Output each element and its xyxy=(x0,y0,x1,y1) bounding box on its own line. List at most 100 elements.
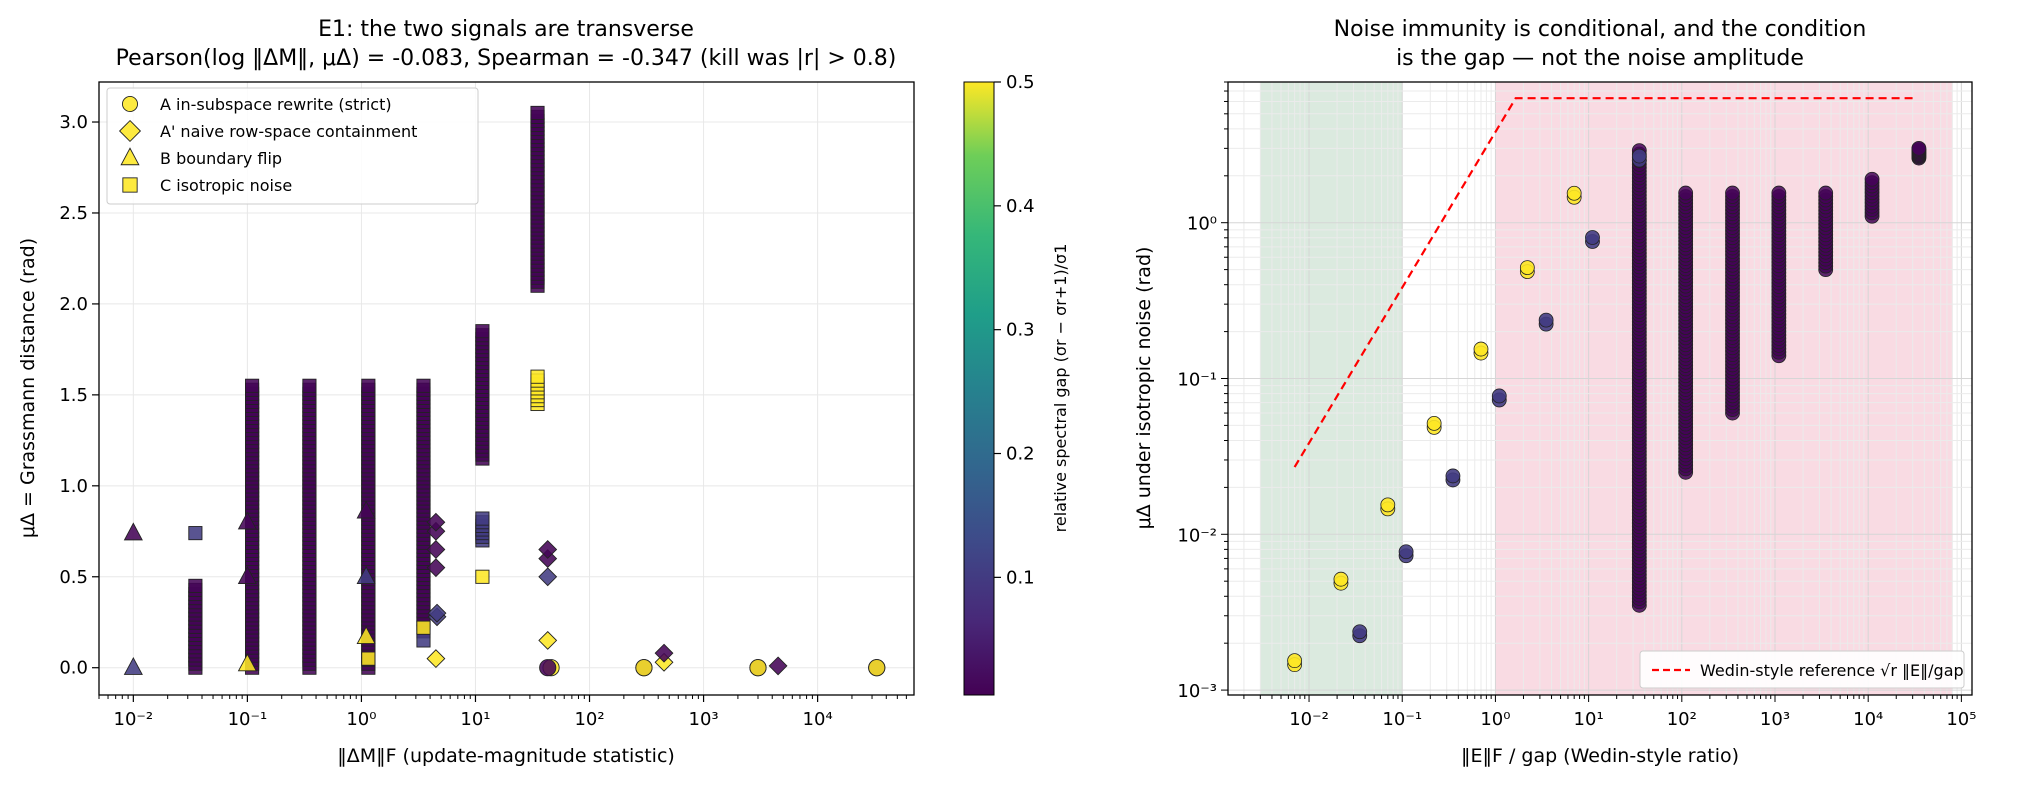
triangle-point xyxy=(123,657,143,675)
right-xtick-label: 10¹ xyxy=(1574,709,1604,730)
noise-point xyxy=(1864,171,1880,187)
noise-point xyxy=(1538,312,1554,328)
left-ytick-label: 2.0 xyxy=(59,294,88,315)
right-shaded-bands xyxy=(1260,82,1953,695)
right-chart: Noise immunity is conditional, and the c… xyxy=(1133,17,1976,767)
colorbar-gradient xyxy=(963,81,995,696)
square-point xyxy=(416,620,431,635)
right-xtick-label: 10⁻² xyxy=(1289,709,1329,730)
colorbar: 0.1 0.2 0.3 0.4 0.5 relative spectral gap (σ… xyxy=(963,72,1070,696)
triangle-point xyxy=(356,500,376,519)
circle-point xyxy=(749,659,767,677)
legend-marker-square xyxy=(122,177,138,193)
left-chart: E1: the two signals are transverse Pears… xyxy=(17,17,915,767)
right-xtick-label: 10⁵ xyxy=(1946,709,1976,730)
noise-point xyxy=(1911,140,1927,156)
colorbar-tick-label: 0.3 xyxy=(1006,320,1035,341)
diamond-point xyxy=(654,643,674,663)
triangle-point xyxy=(123,522,143,541)
left-ytick-label: 1.0 xyxy=(59,476,88,497)
right-plot-frame xyxy=(1227,81,1973,696)
colorbar-tick-label: 0.2 xyxy=(1006,444,1035,465)
legend-marker-triangle xyxy=(120,147,140,166)
left-ytick-label: 0.0 xyxy=(59,658,88,679)
legend-label: A' naive row-space containment xyxy=(160,122,417,141)
right-title-line1: Noise immunity is conditional, and the c… xyxy=(1334,17,1867,42)
triangle-point xyxy=(237,566,257,584)
right-ytick-label: 10⁻¹ xyxy=(1177,369,1217,390)
left-xtick-label: 10⁻² xyxy=(114,709,154,730)
left-xtick-label: 10⁰ xyxy=(346,709,376,730)
right-title-line2: is the gap — not the noise amplitude xyxy=(1396,46,1804,71)
noise-point xyxy=(1398,544,1414,560)
diamond-point xyxy=(538,567,558,587)
diamond-point xyxy=(768,656,788,676)
left-title-line2: Pearson(log ‖ΔM‖, μΔ) = -0.083, Spearman… xyxy=(116,46,897,71)
square-point xyxy=(475,511,490,526)
legend-marker-circle xyxy=(122,96,138,112)
left-xtick-label: 10⁴ xyxy=(803,709,833,730)
legend-box xyxy=(106,87,479,205)
diamond-point xyxy=(426,649,446,669)
triangle-point xyxy=(356,566,376,584)
diamond-point xyxy=(426,558,446,578)
square-point xyxy=(416,633,431,648)
square-point xyxy=(302,378,317,393)
diamond-point xyxy=(426,512,446,532)
circle-point xyxy=(635,659,653,677)
right-xtick-label: 10⁴ xyxy=(1853,709,1883,730)
legend-label: B boundary flip xyxy=(160,149,282,168)
noise-point xyxy=(1473,341,1489,357)
left-ytick-label: 1.5 xyxy=(59,385,88,406)
square-point xyxy=(361,378,376,393)
right-xtick-label: 10³ xyxy=(1760,709,1790,730)
square-point xyxy=(245,378,260,393)
right-ytick-label: 10⁻³ xyxy=(1177,681,1217,702)
noise-point xyxy=(1678,185,1694,201)
legend-marker-diamond xyxy=(118,119,142,143)
right-legend: Wedin-style reference √r ‖E‖/gap xyxy=(1639,650,1965,689)
square-point xyxy=(530,369,545,384)
square-point xyxy=(188,526,203,541)
colorbar-tick-label: 0.5 xyxy=(1006,72,1035,93)
wedin-reference-line xyxy=(1293,97,1917,468)
noise-point xyxy=(1771,185,1787,201)
left-marks xyxy=(123,105,886,677)
left-xtick-label: 10⁻¹ xyxy=(228,709,268,730)
left-xtick-label: 10³ xyxy=(689,709,719,730)
square-point xyxy=(475,569,490,584)
circle-point xyxy=(539,659,557,677)
right-ticks: 10⁻² 10⁻¹ 10⁰ 10¹ 10² 10³ 10⁴ 10⁵ 10⁻³ 10⁻² 10⁻¹ 10… xyxy=(1177,81,1976,730)
diamond-point xyxy=(427,603,447,623)
left-xtick-label: 10¹ xyxy=(460,709,490,730)
noise-point xyxy=(1287,653,1303,669)
noise-point xyxy=(1725,185,1740,201)
right-xtick-label: 10⁻¹ xyxy=(1382,709,1422,730)
diamond-point xyxy=(426,540,446,559)
noise-point xyxy=(1380,497,1396,513)
noise-point xyxy=(1566,185,1582,201)
square-point xyxy=(416,378,431,393)
left-ytick-label: 3.0 xyxy=(59,112,88,133)
right-xlabel: ‖E‖F / gap (Wedin-style ratio) xyxy=(1461,745,1739,767)
right-xtick-label: 10² xyxy=(1667,709,1697,730)
noise-point xyxy=(1352,624,1368,640)
shaded-band-pink xyxy=(1495,82,1953,695)
noise-point xyxy=(1491,388,1507,404)
triangle-point xyxy=(356,626,376,645)
circle-point xyxy=(868,659,886,677)
right-ylabel: μΔ under isotropic noise (rad) xyxy=(1133,247,1155,530)
right-xtick-label: 10⁰ xyxy=(1480,709,1510,730)
noise-point xyxy=(1445,468,1461,484)
noise-point xyxy=(1631,148,1647,164)
right-legend-box xyxy=(1639,650,1965,689)
left-plot-frame xyxy=(98,81,915,696)
left-ytick-label: 2.5 xyxy=(59,203,88,224)
diamond-point xyxy=(538,540,558,559)
left-legend: A in-subspace rewrite (strict) A' naive r… xyxy=(106,87,479,205)
left-xtick-label: 10² xyxy=(574,709,604,730)
square-point xyxy=(530,105,545,120)
noise-point xyxy=(1818,185,1834,201)
noise-point xyxy=(1426,415,1442,431)
